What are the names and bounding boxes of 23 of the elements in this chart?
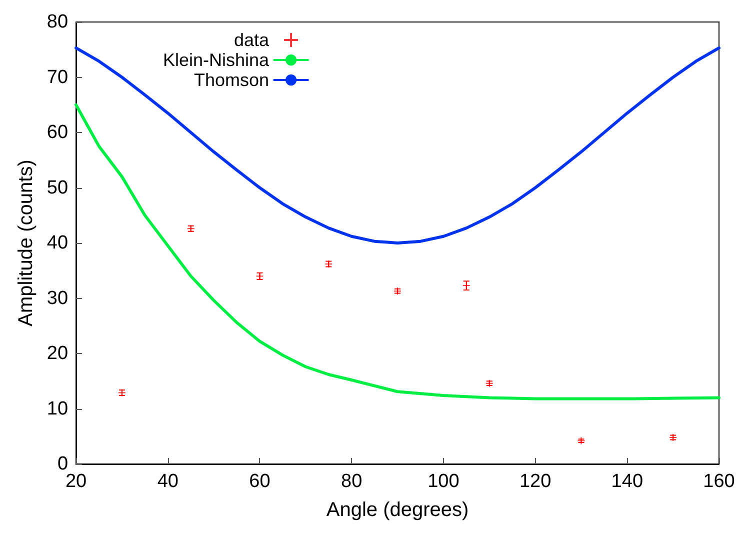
y-tick-label: 10 [46,398,68,420]
x-tick-label: 60 [249,471,270,492]
y-tick-label: 60 [46,122,68,143]
point [577,436,586,445]
y-tick-label: 30 [46,288,68,309]
x-tick-label: 80 [341,471,362,492]
x-tick-label: 160 [703,471,735,492]
x-tick-label: 100 [428,471,460,492]
line-series [74,46,720,244]
x-tick-label: 120 [519,471,552,492]
line-series [74,103,720,400]
legend-label: Thomson [194,70,270,90]
x-tick-label: 140 [611,471,643,492]
y-tick-label: 20 [46,343,68,364]
legend-label: data [234,30,270,50]
y-tick-label: 40 [46,232,68,254]
y-tick-label: 70 [46,66,68,88]
y-axis-title: Amplitude (counts) [15,160,37,326]
x-axis-title: Angle (degrees) [326,499,469,521]
x-tick-label: 40 [157,471,178,492]
y-tick-label: 80 [46,12,68,32]
y-tick-label: 50 [46,177,68,198]
legend-label: Klein-Nishina [162,50,270,70]
